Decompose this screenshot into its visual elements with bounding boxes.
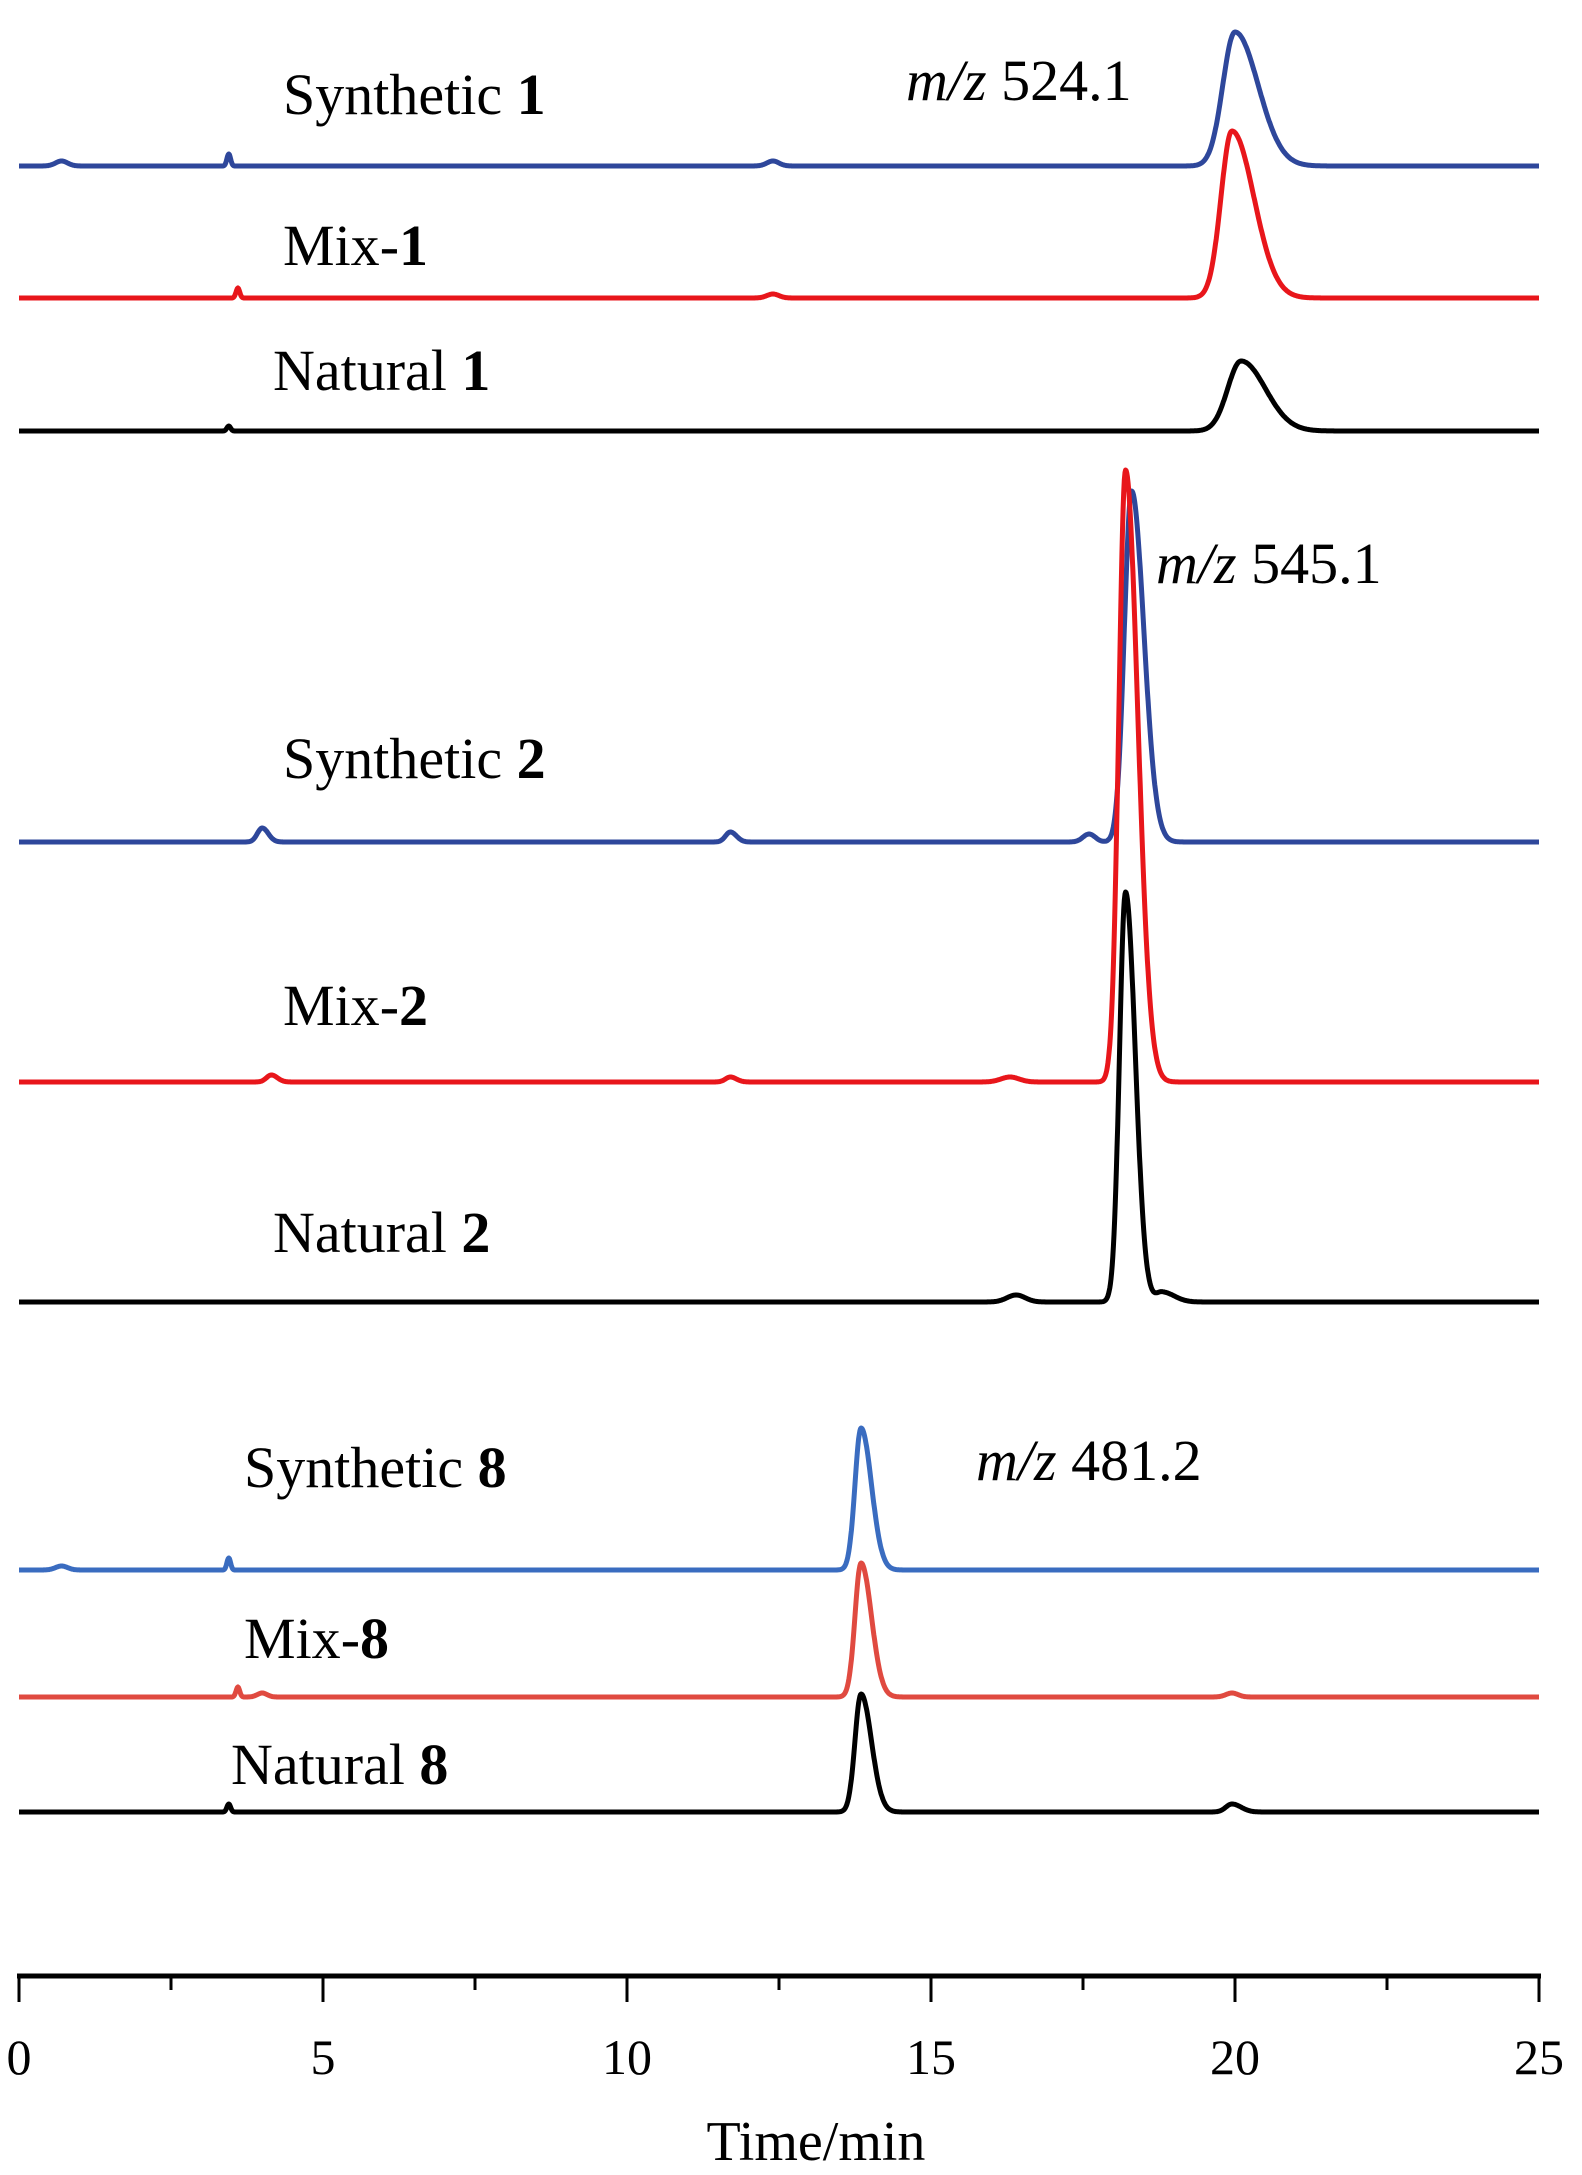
trace-natural-2 <box>17 889 1541 1305</box>
x-tick-label: 0 <box>7 2029 32 2085</box>
trace-synthetic-8 <box>17 1425 1541 1573</box>
label-synthetic-1: Synthetic 1 <box>283 62 546 127</box>
trace-mix-8 <box>17 1560 1541 1700</box>
x-axis-ticks: 0 5 10 15 20 25 <box>7 1976 1564 2085</box>
trace-mix-2 <box>17 467 1541 1085</box>
x-axis-title: Time/min <box>707 2111 926 2173</box>
traces-layer <box>17 29 1541 1815</box>
trace-synthetic-1 <box>17 29 1541 169</box>
trace-natural-8 <box>17 1691 1541 1815</box>
x-tick-label: 5 <box>311 2029 336 2085</box>
x-tick-label: 10 <box>602 2029 652 2085</box>
trace-natural-1 <box>17 358 1541 434</box>
x-tick-label: 25 <box>1514 2029 1564 2085</box>
trace-synthetic-2 <box>17 488 1541 845</box>
label-natural-8: Natural 8 <box>231 1732 448 1797</box>
label-mix-1: Mix-1 <box>283 213 428 278</box>
label-synthetic-2: Synthetic 2 <box>283 726 546 791</box>
label-natural-1: Natural 1 <box>273 338 490 403</box>
label-natural-2: Natural 2 <box>273 1200 490 1265</box>
annotation-mz-1: m/z 524.1 <box>906 48 1132 113</box>
annotation-mz-8: m/z 481.2 <box>976 1428 1202 1493</box>
label-mix-8: Mix-8 <box>244 1606 389 1671</box>
x-tick-label: 20 <box>1210 2029 1260 2085</box>
annotation-mz-2: m/z 545.1 <box>1156 531 1382 596</box>
x-tick-label: 15 <box>906 2029 956 2085</box>
label-mix-2: Mix-2 <box>283 973 428 1038</box>
trace-mix-1 <box>17 128 1541 301</box>
label-synthetic-8: Synthetic 8 <box>244 1435 507 1500</box>
